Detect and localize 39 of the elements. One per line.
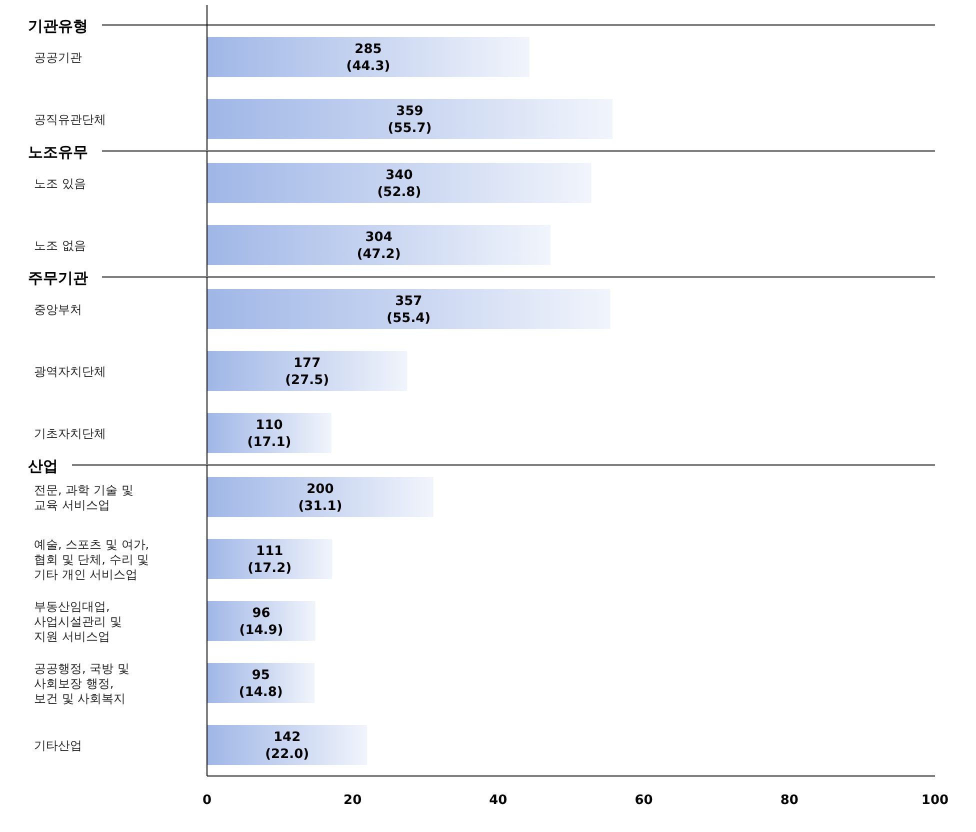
text: 산업 [28,457,58,475]
bar [207,539,332,579]
text: 기관유형 [28,17,88,35]
data-label: 340 (52.8) [377,168,422,200]
y-tick-label: 노조 있음 [34,176,86,190]
y-tick-label: 기타산업 [34,738,82,752]
data-label: 285 (44.3) [346,42,390,74]
bar [207,601,316,641]
data-label: 200 (31.1) [298,482,342,514]
data-label: 96 (14.9) [239,606,284,638]
x-tick-label: 0 [202,793,212,808]
y-tick-label: 부동산임대업, 사업시설관리 및 지원 서비스업 [34,600,122,644]
data-label: 359 (55.7) [388,104,432,136]
y-tick-label: 노조 없음 [34,238,86,252]
y-tick-label: 공직유관단체 [34,112,106,126]
bar [207,725,368,765]
x-tick-label: 20 [344,793,362,808]
data-label: 142 (22.0) [265,730,310,762]
y-tick-label: 예술, 스포츠 및 여가, 협회 및 단체, 수리 및 기타 개인 서비스업 [34,538,150,582]
x-tick-label: 40 [489,793,508,808]
data-label: 110 (17.1) [247,418,292,450]
bar [207,663,315,703]
data-label: 177 (27.5) [285,356,330,388]
data-label: 304 (47.2) [356,230,401,262]
x-tick-label: 60 [634,793,653,808]
y-tick-label: 중앙부처 [34,302,82,316]
bar [207,477,434,517]
x-tick-label: 80 [780,793,798,808]
y-tick-label: 광역자치단체 [34,364,106,378]
x-tick-label: 100 [921,793,949,808]
data-label: 95 (14.8) [238,668,283,700]
text: 노조유무 [28,143,88,161]
y-tick-label: 기초자치단체 [34,426,106,440]
data-label: 357 (55.4) [386,294,431,326]
data-label: 111 (17.2) [248,544,292,576]
text: 주무기관 [28,269,88,287]
y-tick-label: 공공행정, 국방 및 사회보장 행정, 보건 및 사회복지 [34,662,130,706]
y-tick-label: 전문, 과학 기술 및 교육 서비스업 [34,483,134,512]
y-tick-label: 공공기관 [34,50,82,64]
